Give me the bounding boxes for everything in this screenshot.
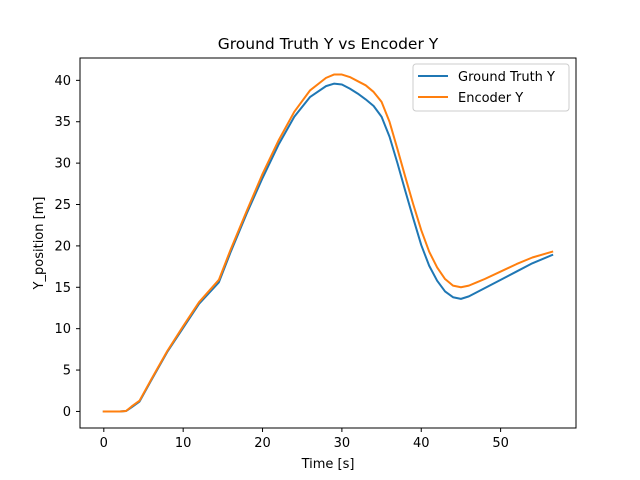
y-tick-label: 30 <box>54 157 71 172</box>
y-tick-label: 25 <box>54 198 71 213</box>
x-tick-label: 30 <box>334 436 351 451</box>
legend-box <box>412 63 570 112</box>
y-tick-label: 10 <box>54 322 71 337</box>
chart-title: Ground Truth Y vs Encoder Y <box>218 35 439 53</box>
x-axis-ticks: 0 10 20 30 40 50 <box>100 428 509 451</box>
y-axis-label: Y_position [m] <box>32 197 47 291</box>
x-tick-label: 10 <box>175 436 192 451</box>
y-tick-label: 5 <box>63 364 71 379</box>
legend-label-encoder: Encoder Y <box>458 91 523 106</box>
legend: Ground Truth Y Encoder Y <box>412 63 570 112</box>
series-line-encoder-y <box>102 73 554 413</box>
y-tick-label: 15 <box>54 281 71 296</box>
x-axis-label: Time [s] <box>301 457 355 472</box>
y-axis-ticks: 0 5 10 15 20 25 30 35 40 <box>54 74 80 420</box>
x-tick-label: 50 <box>492 436 509 451</box>
y-tick-label: 20 <box>54 239 71 254</box>
x-tick-label: 0 <box>100 436 108 451</box>
x-tick-label: 40 <box>413 436 430 451</box>
y-tick-label: 0 <box>63 405 71 420</box>
y-tick-label: 40 <box>54 74 71 89</box>
plot-area <box>80 58 576 428</box>
y-tick-label: 35 <box>54 115 71 130</box>
series-layer <box>102 73 554 413</box>
x-tick-label: 20 <box>254 436 271 451</box>
legend-label-ground-truth: Ground Truth Y <box>458 70 555 85</box>
plot-frame <box>79 57 577 429</box>
